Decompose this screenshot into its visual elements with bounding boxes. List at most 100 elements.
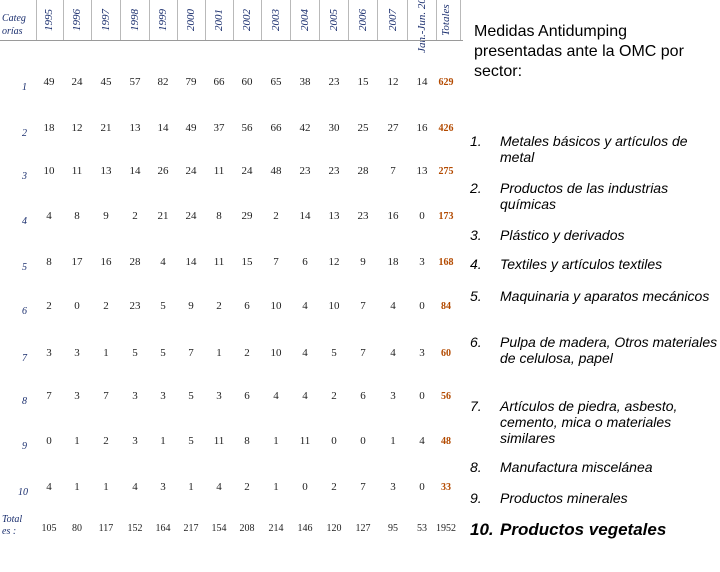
column-header-label: 2001	[213, 9, 225, 31]
year-column-header: 1995	[35, 0, 63, 40]
column-header-label: 1998	[129, 9, 141, 31]
totals-cell: 117	[98, 523, 114, 534]
table-cell: 3	[390, 390, 396, 402]
table-cell: 7	[273, 256, 279, 268]
table-cell: 3	[419, 347, 425, 359]
table-cell: 0	[419, 210, 425, 222]
table-cell: 6	[360, 390, 366, 402]
table-cell: 25	[357, 122, 369, 134]
legend-item-text: Artículos de piedra, asbesto, cemento, m…	[500, 398, 678, 446]
table-cell: 4	[390, 300, 396, 312]
table-cell: 2	[103, 300, 109, 312]
table-cell: 8	[46, 256, 52, 268]
table-cell: 3	[74, 347, 80, 359]
table-cell: 49	[185, 122, 197, 134]
table-cell: 1	[273, 481, 279, 493]
table-cell: 7	[46, 390, 52, 402]
table-cell: 14	[299, 210, 311, 222]
table-cell: 11	[71, 165, 83, 177]
table-cell: 48	[270, 165, 282, 177]
table-cell: 2	[132, 210, 138, 222]
legend-item-text: Metales básicos y artículos de metal	[500, 133, 688, 165]
table-cell: 1	[103, 481, 109, 493]
grand-total: 1952	[436, 523, 456, 534]
totals-cell: 105	[41, 523, 57, 534]
categories-header: Categ orías	[2, 13, 26, 37]
header-divider	[0, 40, 463, 41]
year-column-header: 2000	[177, 0, 205, 40]
table-cell: 4	[302, 300, 308, 312]
header-separator	[177, 0, 178, 40]
table-cell: 17	[71, 256, 83, 268]
table-cell: 0	[419, 481, 425, 493]
table-cell: 57	[129, 76, 141, 88]
table-cell: 10	[43, 165, 55, 177]
table-cell: 2	[244, 347, 250, 359]
header-separator	[149, 0, 150, 40]
table-cell: 2	[331, 390, 337, 402]
totals-cell: 208	[239, 523, 255, 534]
table-cell: 4	[273, 390, 279, 402]
header-separator	[348, 0, 349, 40]
table-cell: 15	[241, 256, 253, 268]
table-cell: 45	[100, 76, 112, 88]
table-cell: 1	[160, 435, 166, 447]
table-cell: 56	[241, 122, 253, 134]
row-total: 173	[438, 211, 454, 222]
table-cell: 1	[188, 481, 194, 493]
table-cell: 0	[360, 435, 366, 447]
table-cell: 60	[241, 76, 253, 88]
legend-item-number: 10.	[470, 520, 494, 539]
legend-title: Medidas Antidumping presentadas ante la …	[474, 23, 684, 80]
table-cell: 13	[100, 165, 112, 177]
legend-item-text: Textiles y artículos textiles	[500, 256, 663, 272]
row-total: 168	[438, 257, 454, 268]
table-cell: 1	[74, 435, 80, 447]
column-header-label: 2002	[241, 9, 253, 31]
row-total: 60	[441, 348, 451, 359]
year-column-header: 2004	[291, 0, 319, 40]
column-header-label: Jan.-Jun. 2008	[416, 0, 428, 53]
totals-cell: 164	[155, 523, 171, 534]
table-cell: 18	[387, 256, 399, 268]
year-column-header: 2002	[233, 0, 261, 40]
table-cell: 79	[185, 76, 197, 88]
totals-cell: 152	[127, 523, 143, 534]
column-header-label: 2000	[185, 9, 197, 31]
legend-item: 6. Pulpa de madera, Otros materiales de c…	[470, 334, 720, 384]
legend-item-text: Productos de las industrias químicas	[500, 180, 669, 212]
column-header-label: 1997	[100, 9, 112, 31]
totals-cell: 154	[211, 523, 227, 534]
category-number: 1	[22, 82, 27, 93]
row-total: 426	[438, 123, 454, 134]
totals-cell: 120	[326, 523, 342, 534]
year-column-header: 1999	[149, 0, 177, 40]
table-cell: 18	[43, 122, 55, 134]
table-cell: 5	[331, 347, 337, 359]
table-cell: 1	[74, 481, 80, 493]
legend-item-number: 2.	[470, 180, 482, 196]
header-separator	[319, 0, 320, 40]
table-cell: 28	[357, 165, 369, 177]
table-cell: 12	[387, 76, 399, 88]
table-cell: 38	[299, 76, 311, 88]
category-number: 10	[18, 487, 28, 498]
table-cell: 66	[213, 76, 225, 88]
row-total: 56	[441, 391, 451, 402]
table-cell: 11	[213, 165, 225, 177]
table-cell: 66	[270, 122, 282, 134]
table-cell: 14	[185, 256, 197, 268]
legend-item-text: Maquinaria y aparatos mecánicos	[500, 288, 710, 304]
legend-item-number: 5.	[470, 288, 482, 304]
table-cell: 8	[74, 210, 80, 222]
table-cell: 2	[331, 481, 337, 493]
table-cell: 3	[160, 481, 166, 493]
column-header-label: 2007	[387, 9, 399, 31]
table-cell: 24	[185, 165, 197, 177]
table-cell: 1	[103, 347, 109, 359]
column-header-label: Totales	[440, 4, 452, 36]
table-cell: 4	[390, 347, 396, 359]
legend-item: 8. Manufactura miscelánea	[470, 459, 720, 509]
table-cell: 5	[160, 347, 166, 359]
category-number: 3	[22, 171, 27, 182]
